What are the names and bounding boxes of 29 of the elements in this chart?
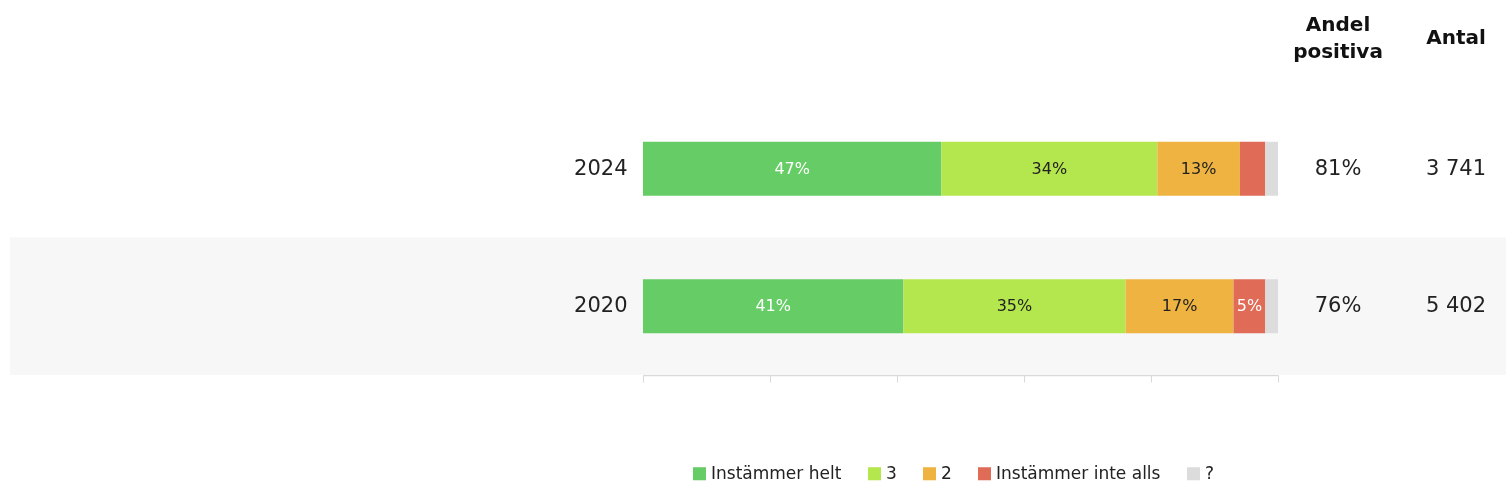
data-label: 17% [1161,296,1198,316]
text: 5 402 [1425,293,1487,318]
bar [643,141,942,196]
text: Andel positiva [1293,11,1383,63]
text: 81% [1314,155,1362,180]
bar [1125,279,1234,334]
data-label: 13% [1180,158,1217,178]
bar [903,279,1126,334]
data-label: 34% [1031,158,1068,178]
bar [1157,141,1240,196]
bar [941,141,1158,196]
bar [1265,279,1278,334]
bar [1265,141,1278,196]
legend-label: ? [1205,462,1215,483]
legend-label: Instämmer inte alls [996,462,1161,483]
legend-label: Instämmer helt [711,462,842,483]
text: Antal [1426,25,1486,49]
data-label: 35% [996,296,1033,316]
legend-label: 3 [886,462,897,483]
data-label: 5% [1236,296,1263,316]
bar [1239,141,1266,196]
legend-label: 2 [941,462,952,483]
text: 3 741 [1425,155,1487,180]
data-label: 47% [774,158,811,178]
y-tick-label: 2020 [574,293,628,318]
data-label: 41% [755,296,791,316]
bar [643,279,904,334]
y-tick-label: 2024 [574,155,628,180]
text: 76% [1314,293,1362,318]
